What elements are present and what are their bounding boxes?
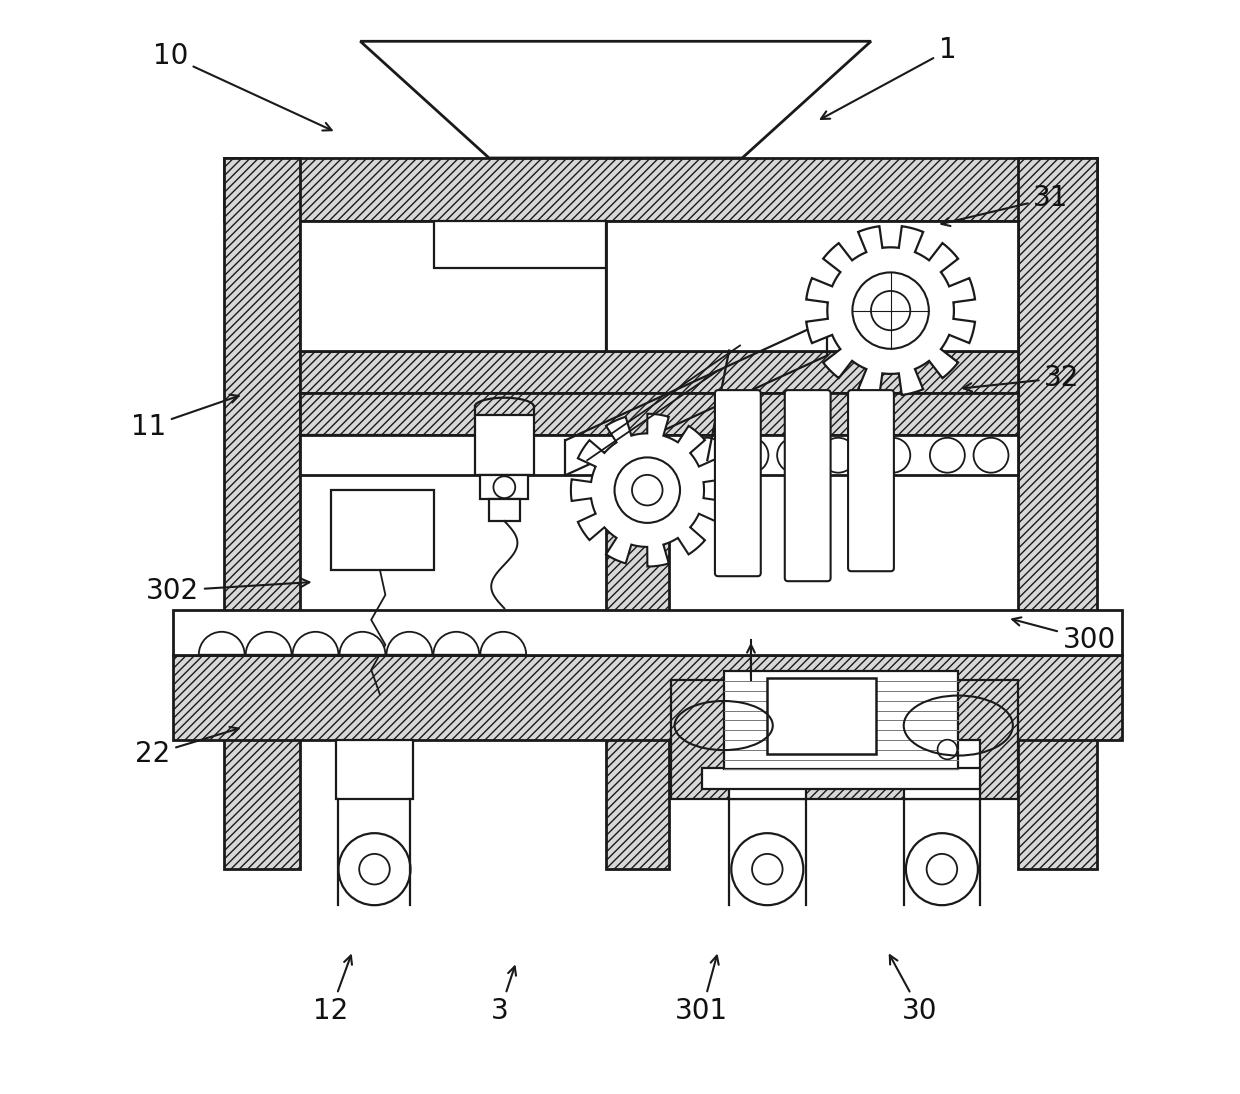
Bar (904, 740, 980, 800)
Bar (768, 678, 877, 755)
Bar (434, 221, 606, 268)
Bar (480, 475, 528, 499)
Circle shape (339, 834, 410, 905)
Text: 22: 22 (135, 726, 238, 768)
Wedge shape (198, 632, 244, 654)
Circle shape (632, 475, 662, 505)
Wedge shape (293, 632, 339, 654)
Bar (729, 740, 806, 800)
Bar (1018, 158, 1097, 869)
Bar (172, 609, 1122, 654)
Circle shape (734, 438, 769, 473)
Bar (300, 394, 1018, 435)
Bar (300, 350, 1018, 394)
Circle shape (777, 438, 812, 473)
Text: 12: 12 (314, 955, 352, 1025)
Wedge shape (480, 632, 526, 654)
Bar (702, 768, 980, 790)
Bar (671, 679, 1018, 800)
Circle shape (870, 291, 910, 330)
Bar (724, 672, 959, 769)
Polygon shape (806, 226, 975, 395)
Bar (300, 221, 606, 350)
Circle shape (689, 438, 724, 473)
Circle shape (360, 854, 389, 884)
Bar (224, 158, 300, 869)
Bar (489, 499, 520, 521)
FancyBboxPatch shape (715, 391, 761, 577)
Text: 1: 1 (821, 36, 956, 119)
Wedge shape (340, 632, 386, 654)
Bar (300, 435, 409, 475)
Circle shape (937, 740, 957, 759)
Wedge shape (246, 632, 291, 654)
Circle shape (615, 457, 680, 523)
Circle shape (494, 476, 516, 498)
Text: 31: 31 (941, 184, 1069, 226)
Bar (331, 490, 434, 570)
Polygon shape (570, 414, 723, 567)
Circle shape (906, 834, 978, 905)
Circle shape (821, 438, 856, 473)
Text: 30: 30 (890, 955, 937, 1025)
Polygon shape (361, 42, 870, 158)
Bar (224, 158, 1097, 221)
Bar (475, 415, 533, 475)
FancyBboxPatch shape (785, 391, 831, 581)
Circle shape (732, 834, 804, 905)
Text: 11: 11 (131, 395, 238, 441)
Text: 300: 300 (1012, 617, 1116, 654)
Bar (336, 740, 413, 800)
Bar (606, 221, 1018, 350)
Wedge shape (387, 632, 433, 654)
Circle shape (973, 438, 1008, 473)
Bar (172, 654, 1122, 740)
Wedge shape (434, 632, 479, 654)
Bar (300, 435, 1018, 475)
Text: 301: 301 (676, 956, 728, 1025)
Text: 32: 32 (963, 364, 1080, 392)
Text: 3: 3 (491, 966, 516, 1025)
Circle shape (930, 438, 965, 473)
Text: 302: 302 (146, 577, 309, 605)
Text: 10: 10 (153, 42, 331, 130)
Circle shape (926, 854, 957, 884)
Bar (606, 435, 670, 869)
Circle shape (852, 272, 929, 349)
Circle shape (875, 438, 910, 473)
FancyBboxPatch shape (848, 391, 894, 571)
Circle shape (751, 854, 782, 884)
Circle shape (646, 438, 681, 473)
